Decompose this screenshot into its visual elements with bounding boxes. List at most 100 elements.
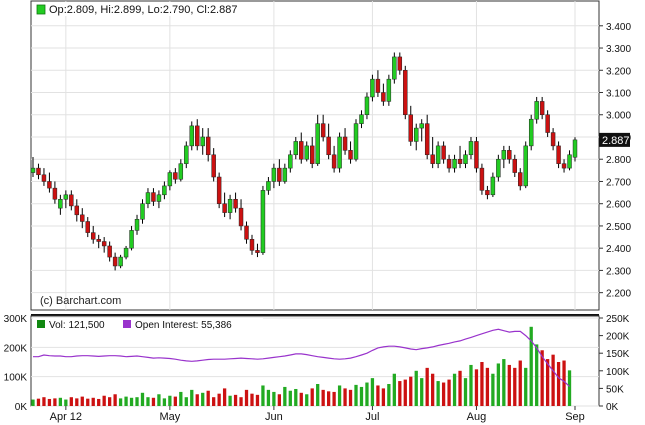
- candle-up: [189, 125, 194, 147]
- volume-bar: [507, 364, 511, 406]
- volume-bar: [469, 364, 473, 406]
- volume-bar: [299, 392, 303, 406]
- candle-down: [430, 154, 435, 164]
- volume-bar: [305, 394, 309, 406]
- candle-up: [129, 230, 134, 249]
- volume-bar: [233, 394, 238, 406]
- candle-down: [539, 101, 545, 115]
- volume-bar: [480, 362, 484, 406]
- candle-up: [58, 199, 63, 209]
- candle-up: [490, 176, 496, 196]
- volume-bar: [140, 392, 145, 406]
- volume-bar: [474, 369, 479, 406]
- volume-bar: [326, 391, 331, 406]
- price-tick-label: 2.600: [606, 200, 631, 211]
- volume-bar: [409, 376, 413, 406]
- volume-swatch: [37, 320, 45, 328]
- candle-down: [233, 199, 238, 209]
- volume-bar: [431, 373, 435, 406]
- candle-down: [96, 239, 101, 242]
- candle-up: [386, 78, 392, 102]
- candle-up: [260, 190, 266, 253]
- volume-bar: [266, 389, 271, 406]
- volume-bar: [151, 397, 156, 406]
- candle-down: [112, 256, 118, 267]
- volume-bar: [436, 381, 440, 406]
- volume-bar: [518, 360, 522, 406]
- candle-up: [315, 123, 320, 164]
- volume-bar: [272, 391, 276, 406]
- price-axis: 2.2002.3002.4002.5002.6002.7002.8002.900…: [599, 22, 631, 300]
- volume-bar: [212, 397, 216, 406]
- time-tick-label: May: [159, 411, 180, 423]
- volume-bar: [42, 397, 46, 406]
- volume-bar: [255, 394, 260, 406]
- time-tick-label: Sep: [565, 411, 585, 423]
- volume-bar: [58, 397, 63, 406]
- candle-down: [173, 172, 178, 180]
- last-price-label: 2.887: [602, 135, 630, 147]
- candle-down: [101, 241, 107, 247]
- volume-bar: [97, 398, 101, 406]
- volume-bar: [545, 359, 550, 406]
- candle-down: [381, 92, 386, 102]
- candle-down: [222, 203, 227, 213]
- volume-bar: [64, 399, 68, 406]
- volume-bar: [86, 398, 90, 406]
- price-tick-label: 2.500: [606, 222, 631, 233]
- volume-bar: [441, 382, 446, 406]
- open-interest-tick-label: 0K: [606, 402, 619, 413]
- volume-bar: [283, 386, 287, 406]
- candle-down: [36, 167, 41, 176]
- time-tick-label: Aug: [467, 411, 487, 423]
- candle-down: [518, 172, 523, 187]
- candle-down: [205, 136, 211, 156]
- candle-down: [403, 70, 408, 115]
- volume-bar: [102, 395, 106, 406]
- time-tick-label: Jul: [365, 411, 379, 423]
- volume-axis-left: 0K 100K 200K 300K: [4, 314, 28, 413]
- volume-bars: [31, 326, 572, 406]
- price-tick-label: 2.800: [606, 155, 631, 166]
- candle-down: [151, 192, 156, 202]
- volume-bar: [75, 398, 79, 406]
- volume-bar: [485, 367, 490, 406]
- open-interest-tick-label: 250K: [606, 314, 630, 325]
- price-tick-label: 3.000: [606, 111, 631, 122]
- candle-up: [353, 123, 359, 160]
- candle-up: [414, 127, 419, 142]
- volume-bar: [288, 390, 292, 406]
- volume-bar: [452, 373, 457, 406]
- candle-down: [550, 132, 556, 147]
- volume-bar: [244, 389, 249, 406]
- candle-down: [249, 239, 255, 251]
- time-tick-label: Jun: [265, 411, 283, 423]
- candle-down: [52, 187, 58, 200]
- candle-up: [359, 114, 364, 124]
- volume-bar: [354, 384, 358, 406]
- candle-down: [507, 150, 512, 160]
- candle-up: [282, 167, 288, 182]
- volume-bar: [403, 379, 407, 406]
- open-interest-swatch: [123, 320, 131, 328]
- volume-bar: [567, 370, 572, 406]
- candle-down: [556, 145, 561, 164]
- price-tick-label: 3.100: [606, 89, 631, 100]
- candle-up: [200, 136, 205, 147]
- ohlc-legend: Op:2.809, Hi:2.899, Lo:2.790, Cl:2.887: [33, 2, 237, 16]
- time-axis: Apr 12 May Jun Jul Aug Sep: [50, 406, 585, 423]
- volume-bar: [239, 397, 243, 406]
- open-interest-line: [33, 328, 570, 387]
- candle-up: [266, 181, 271, 191]
- volume-bar: [321, 389, 325, 406]
- volume-bar: [496, 363, 500, 406]
- candle-down: [309, 145, 315, 164]
- candle-up: [364, 96, 370, 115]
- candle-up: [118, 256, 123, 267]
- price-tick-label: 2.200: [606, 289, 631, 300]
- candle-down: [80, 214, 85, 222]
- candle-up: [337, 136, 342, 169]
- candle-up: [167, 172, 173, 187]
- volume-bar: [414, 370, 418, 406]
